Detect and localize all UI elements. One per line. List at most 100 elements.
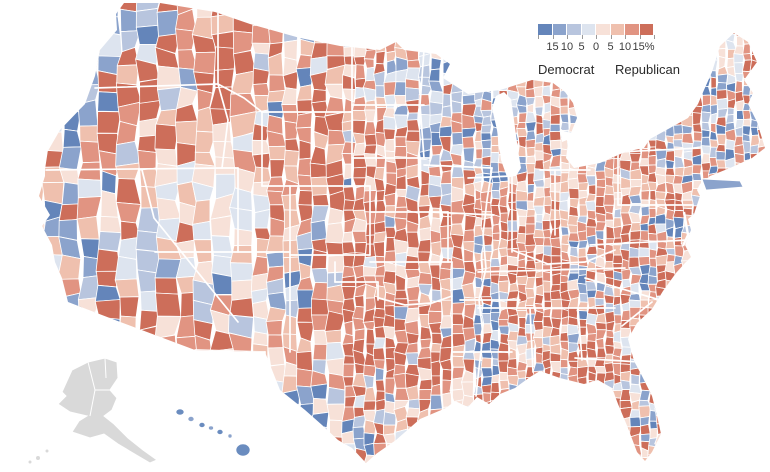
county-shape[interactable] <box>709 452 718 461</box>
county-shape[interactable] <box>269 409 284 426</box>
county-shape[interactable] <box>515 51 528 61</box>
county-shape[interactable] <box>665 383 676 395</box>
county-shape[interactable] <box>395 175 407 191</box>
county-shape[interactable] <box>498 437 510 446</box>
county-shape[interactable] <box>716 97 729 110</box>
county-shape[interactable] <box>492 431 501 444</box>
county-shape[interactable] <box>682 0 694 6</box>
county-shape[interactable] <box>541 212 551 222</box>
county-shape[interactable] <box>568 425 580 438</box>
county-shape[interactable] <box>717 430 727 441</box>
county-shape[interactable] <box>603 432 616 445</box>
county-shape[interactable] <box>749 273 759 284</box>
county-shape[interactable] <box>549 130 563 142</box>
county-shape[interactable] <box>507 418 520 431</box>
county-shape[interactable] <box>489 258 501 268</box>
county-shape[interactable] <box>725 227 738 240</box>
county-shape[interactable] <box>534 457 545 467</box>
county-shape[interactable] <box>648 207 657 219</box>
county-shape[interactable] <box>404 26 421 39</box>
county-shape[interactable] <box>498 444 510 456</box>
county-shape[interactable] <box>383 128 396 141</box>
county-shape[interactable] <box>26 308 49 332</box>
county-shape[interactable] <box>12 314 30 339</box>
county-shape[interactable] <box>375 468 385 472</box>
county-shape[interactable] <box>480 124 493 134</box>
county-shape[interactable] <box>527 0 536 1</box>
county-shape[interactable] <box>473 81 485 92</box>
county-shape[interactable] <box>490 451 501 460</box>
county-shape[interactable] <box>450 100 463 114</box>
county-shape[interactable] <box>733 9 745 19</box>
county-shape[interactable] <box>0 63 12 84</box>
county-shape[interactable] <box>154 277 179 295</box>
county-shape[interactable] <box>118 315 137 338</box>
county-shape[interactable] <box>666 351 677 364</box>
county-shape[interactable] <box>408 5 422 20</box>
county-shape[interactable] <box>743 193 751 206</box>
county-shape[interactable] <box>560 397 571 409</box>
county-shape[interactable] <box>506 427 520 440</box>
county-shape[interactable] <box>576 11 589 23</box>
county-shape[interactable] <box>619 124 633 138</box>
hawaii-island[interactable] <box>235 443 251 457</box>
county-shape[interactable] <box>690 372 703 384</box>
county-shape[interactable] <box>692 123 703 133</box>
county-shape[interactable] <box>525 267 537 278</box>
county-shape[interactable] <box>210 235 234 259</box>
county-shape[interactable] <box>672 3 683 13</box>
county-shape[interactable] <box>568 417 580 427</box>
county-shape[interactable] <box>656 295 668 310</box>
county-shape[interactable] <box>638 3 650 14</box>
county-shape[interactable] <box>604 441 616 451</box>
county-shape[interactable] <box>716 394 728 406</box>
county-shape[interactable] <box>647 445 658 456</box>
county-shape[interactable] <box>439 435 453 453</box>
county-shape[interactable] <box>585 87 597 97</box>
county-shape[interactable] <box>709 355 719 365</box>
county-shape[interactable] <box>342 456 356 467</box>
county-shape[interactable] <box>647 232 658 242</box>
county-shape[interactable] <box>343 163 353 180</box>
county-shape[interactable] <box>673 98 684 108</box>
county-shape[interactable] <box>283 149 300 167</box>
county-shape[interactable] <box>524 16 536 28</box>
county-shape[interactable] <box>525 111 537 124</box>
county-shape[interactable] <box>596 1 606 13</box>
county-shape[interactable] <box>417 272 433 285</box>
county-shape[interactable] <box>373 177 386 192</box>
county-shape[interactable] <box>726 0 737 11</box>
county-shape[interactable] <box>682 83 694 94</box>
county-shape[interactable] <box>9 67 30 87</box>
county-shape[interactable] <box>724 418 737 431</box>
county-shape[interactable] <box>699 340 712 353</box>
county-shape[interactable] <box>449 57 465 71</box>
county-shape[interactable] <box>735 3 745 12</box>
county-shape[interactable] <box>559 388 571 401</box>
county-shape[interactable] <box>767 379 770 389</box>
county-shape[interactable] <box>655 307 668 317</box>
county-shape[interactable] <box>699 331 711 344</box>
county-shape[interactable] <box>542 429 551 440</box>
county-shape[interactable] <box>655 325 667 335</box>
county-shape[interactable] <box>595 449 607 461</box>
county-shape[interactable] <box>462 425 476 440</box>
county-shape[interactable] <box>648 361 658 371</box>
county-shape[interactable] <box>418 227 432 242</box>
county-shape[interactable] <box>0 334 14 349</box>
county-shape[interactable] <box>441 392 453 408</box>
county-shape[interactable] <box>281 0 300 14</box>
county-shape[interactable] <box>0 48 14 64</box>
county-shape[interactable] <box>362 26 376 42</box>
county-shape[interactable] <box>664 110 676 120</box>
county-shape[interactable] <box>450 430 465 445</box>
county-shape[interactable] <box>251 23 272 45</box>
county-shape[interactable] <box>0 178 13 193</box>
county-shape[interactable] <box>691 311 703 324</box>
county-shape[interactable] <box>417 10 432 25</box>
county-shape[interactable] <box>160 410 177 434</box>
county-shape[interactable] <box>481 115 493 126</box>
county-shape[interactable] <box>682 65 694 77</box>
county-shape[interactable] <box>324 6 343 26</box>
county-shape[interactable] <box>674 155 685 169</box>
